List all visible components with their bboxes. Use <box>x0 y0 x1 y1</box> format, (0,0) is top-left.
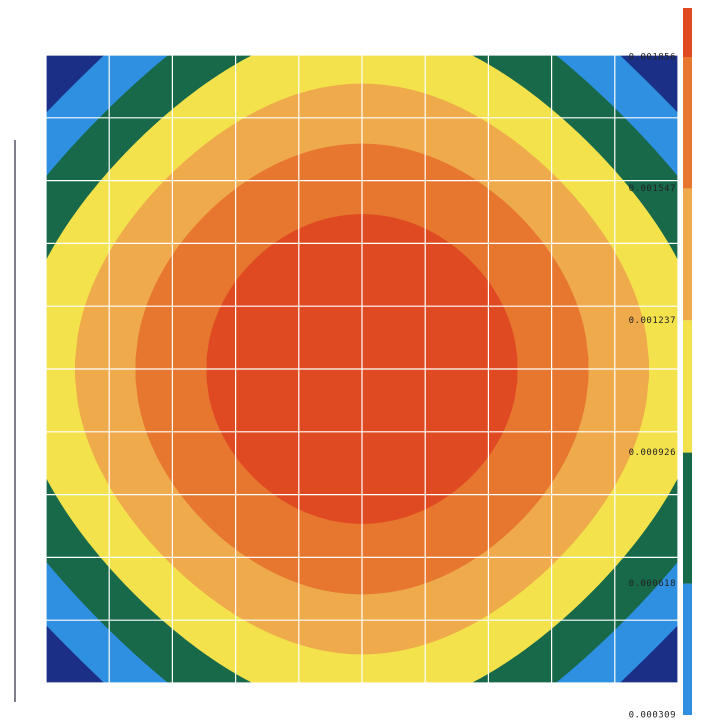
colorbar-segment <box>683 583 692 715</box>
colorbar-segment <box>683 320 692 453</box>
colorbar-segment <box>683 188 692 321</box>
colorbar-label: 0.000926 <box>629 448 676 458</box>
colorbar-segment <box>683 57 692 189</box>
colorbar-labels: 0.000309 0.000618 0.000926 0.001237 0.001547… <box>629 53 676 721</box>
colorbar-label: 0.000618 <box>629 579 676 589</box>
colorbar-label: 0.001237 <box>629 316 676 326</box>
colorbar <box>683 8 692 715</box>
colorbar-label: 0.000309 <box>629 711 676 721</box>
colorbar-label: 0.001856 <box>629 53 676 63</box>
colorbar-label: 0.001547 <box>629 184 676 194</box>
grid <box>45 54 679 684</box>
colorbar-segment <box>683 8 692 57</box>
colorbar-segment <box>683 452 692 584</box>
